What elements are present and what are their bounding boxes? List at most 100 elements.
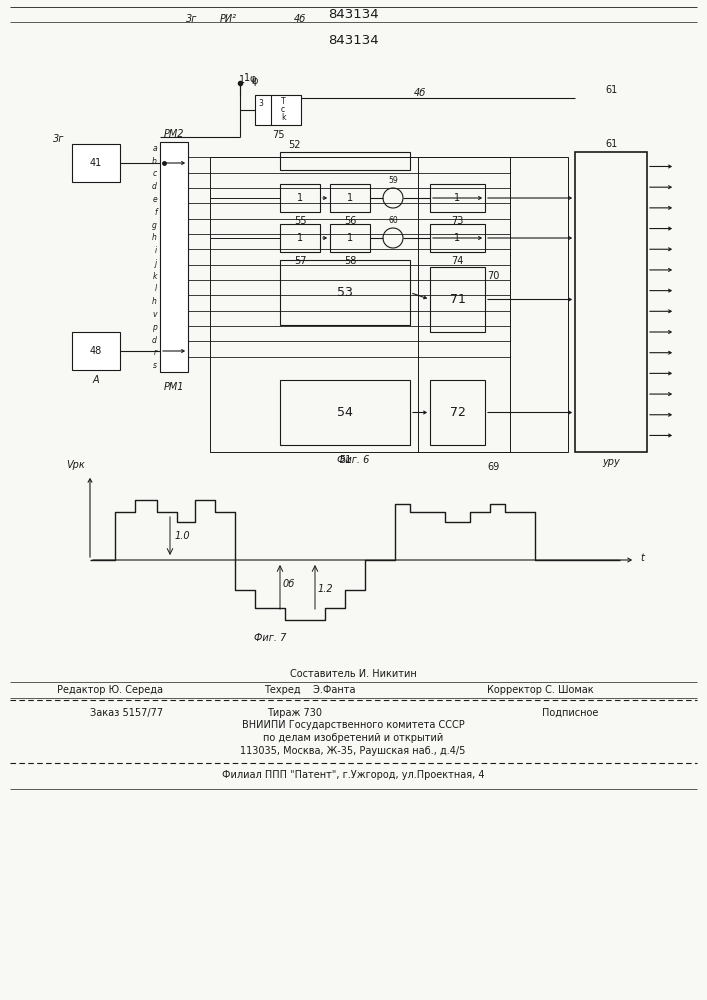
Text: Тираж 730: Тираж 730	[267, 708, 322, 718]
Text: 56: 56	[344, 216, 356, 226]
Text: 53: 53	[337, 286, 353, 299]
Text: РМ2: РМ2	[164, 129, 185, 139]
Text: a: a	[153, 144, 157, 153]
Text: s: s	[153, 361, 157, 370]
Text: 4б: 4б	[294, 14, 306, 24]
Text: 4б: 4б	[414, 88, 426, 98]
Bar	[575, 152, 647, 452]
Text: по делам изобретений и открытий: по делам изобретений и открытий	[263, 733, 443, 743]
Text: e: e	[152, 195, 157, 204]
Text: f: f	[154, 208, 157, 217]
Text: p: p	[152, 323, 157, 332]
Bar	[280, 152, 410, 170]
Text: 69: 69	[487, 462, 499, 472]
Text: φ: φ	[251, 76, 257, 86]
Text: 1: 1	[347, 233, 353, 243]
Text: 52: 52	[288, 140, 300, 150]
Text: 60: 60	[388, 216, 398, 225]
Text: 71: 71	[450, 293, 465, 306]
Text: 59: 59	[388, 176, 398, 185]
Text: v: v	[153, 310, 157, 319]
Text: 54: 54	[337, 406, 353, 419]
Text: d: d	[152, 336, 157, 345]
Text: 1.0: 1.0	[175, 531, 191, 541]
Text: 113035, Москва, Ж-35, Раушская наб., д.4/5: 113035, Москва, Ж-35, Раушская наб., д.4…	[240, 746, 466, 756]
Text: Филиал ППП "Патент", г.Ужгород, ул.Проектная, 4: Филиал ППП "Патент", г.Ужгород, ул.Проек…	[222, 770, 484, 780]
Text: 57: 57	[293, 256, 306, 266]
Text: c: c	[153, 169, 157, 178]
Text: Фиг. 7: Фиг. 7	[254, 633, 286, 643]
Text: 1: 1	[244, 73, 250, 83]
Text: Составитель И. Никитин: Составитель И. Никитин	[290, 669, 416, 679]
Text: 75: 75	[271, 130, 284, 140]
Text: Корректор С. Шомак: Корректор С. Шомак	[486, 685, 593, 695]
Bar	[72, 332, 120, 370]
Text: РИ²: РИ²	[219, 14, 237, 24]
Text: 58: 58	[344, 256, 356, 266]
Bar	[280, 260, 410, 325]
Text: ВНИИПИ Государственного комитета СССР: ВНИИПИ Государственного комитета СССР	[242, 720, 464, 730]
Bar	[430, 184, 485, 212]
Text: уру: уру	[602, 457, 620, 467]
Text: А: А	[93, 375, 99, 385]
Text: l: l	[155, 284, 157, 293]
Text: 48: 48	[90, 346, 102, 356]
Text: d: d	[152, 182, 157, 191]
Bar	[72, 144, 120, 182]
Text: 843134: 843134	[327, 7, 378, 20]
Bar	[280, 184, 320, 212]
Text: 1: 1	[297, 233, 303, 243]
Text: 51: 51	[339, 455, 351, 465]
Bar	[418, 157, 568, 452]
Bar	[280, 224, 320, 252]
Text: g: g	[152, 221, 157, 230]
Text: 1: 1	[347, 193, 353, 203]
Bar	[430, 224, 485, 252]
Text: j: j	[155, 259, 157, 268]
Bar	[210, 157, 510, 452]
Text: h: h	[152, 233, 157, 242]
Text: Фиг. 6: Фиг. 6	[337, 455, 369, 465]
Text: 1.2: 1.2	[318, 584, 334, 594]
Text: 1: 1	[455, 193, 460, 203]
Text: k: k	[281, 113, 285, 122]
Text: 61: 61	[605, 85, 617, 95]
Text: 41: 41	[90, 158, 102, 168]
Text: 843134: 843134	[327, 33, 378, 46]
Text: 73: 73	[451, 216, 464, 226]
Text: 1: 1	[455, 233, 460, 243]
Text: Vрк: Vрк	[66, 460, 85, 470]
Bar	[280, 380, 410, 445]
Text: 1: 1	[239, 75, 245, 85]
Bar	[330, 224, 370, 252]
Text: Редактор Ю. Середа: Редактор Ю. Середа	[57, 685, 163, 695]
Text: 1: 1	[297, 193, 303, 203]
Text: φ: φ	[250, 74, 257, 84]
Text: РМ1: РМ1	[164, 382, 185, 392]
Text: 0б: 0б	[283, 579, 296, 589]
Bar	[430, 267, 485, 332]
Text: i: i	[155, 246, 157, 255]
Text: 3г: 3г	[187, 14, 198, 24]
Text: h: h	[152, 297, 157, 306]
Text: c: c	[281, 105, 285, 114]
Text: t: t	[640, 553, 644, 563]
Text: 74: 74	[451, 256, 464, 266]
Bar	[160, 142, 188, 372]
Text: 3: 3	[259, 99, 264, 107]
Bar	[330, 184, 370, 212]
Text: 72: 72	[450, 406, 465, 419]
Text: 3г: 3г	[52, 134, 64, 144]
Text: r: r	[154, 348, 157, 357]
Text: 61: 61	[605, 139, 617, 149]
Text: Заказ 5157/77: Заказ 5157/77	[90, 708, 163, 718]
Text: k: k	[153, 272, 157, 281]
Bar	[430, 380, 485, 445]
Bar	[255, 95, 301, 125]
Text: T: T	[281, 98, 286, 106]
Text: 55: 55	[293, 216, 306, 226]
Text: Техред    Э.Фанта: Техред Э.Фанта	[264, 685, 356, 695]
Text: b: b	[152, 157, 157, 166]
Text: Подписное: Подписное	[542, 708, 598, 718]
Text: 70: 70	[487, 271, 499, 281]
